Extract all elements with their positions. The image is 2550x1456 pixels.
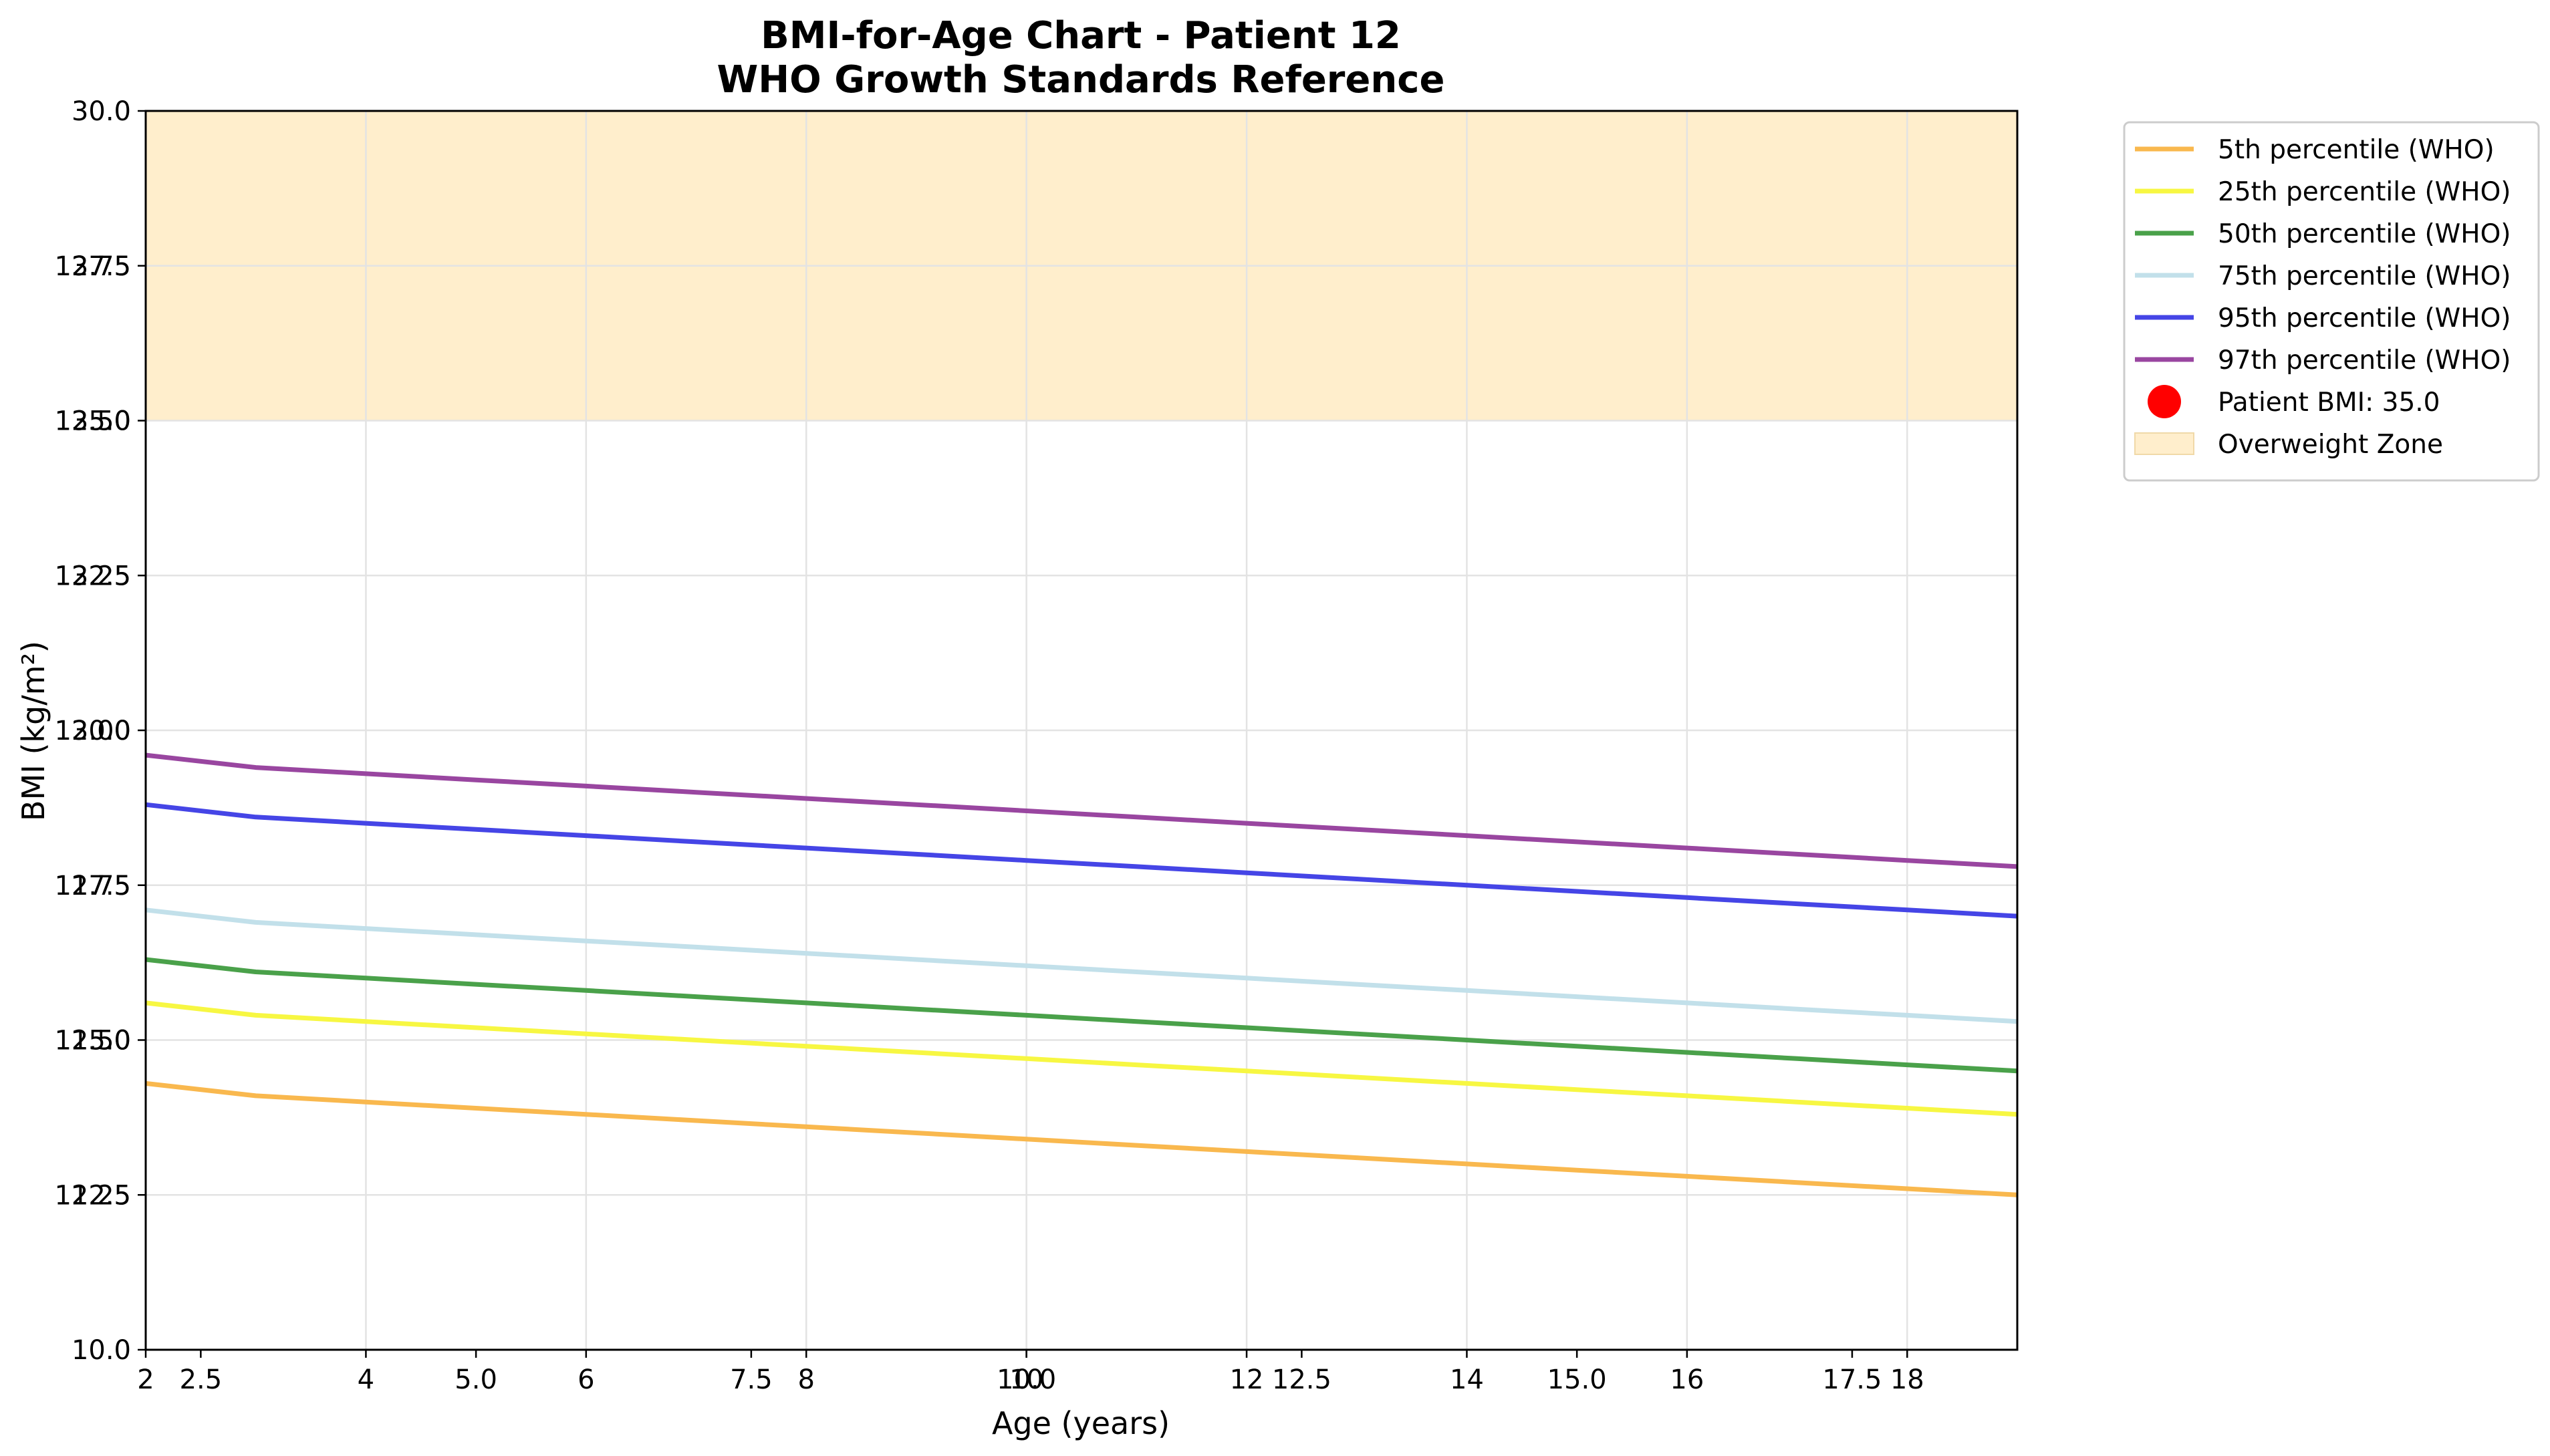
legend-label: 5th percentile (WHO) (2218, 135, 2495, 165)
y-tick-label: 10.0 (72, 1335, 131, 1366)
x-tick-label: 18 (1890, 1364, 1924, 1395)
x-tick-label: 16 (1670, 1364, 1704, 1395)
y-tick-label-overlay: 12.75 (54, 871, 131, 901)
legend-label: 25th percentile (WHO) (2218, 177, 2511, 207)
x-tick-label: 17.5 (1822, 1364, 1882, 1395)
y-tick-label: 27.5 (72, 251, 131, 282)
y-tick-label: 17.5 (72, 871, 131, 901)
x-tick-label: 14 (1450, 1364, 1484, 1395)
x-tick-label: 12 (1230, 1364, 1264, 1395)
x-tick-label: 2 (137, 1364, 154, 1395)
series-line-25th (145, 1000, 2018, 1117)
x-tick-label: 4 (358, 1364, 374, 1395)
x-tick-label: 15.0 (1547, 1364, 1607, 1395)
x-tick-label: 8 (798, 1364, 815, 1395)
x-tick-label: 12.5 (1272, 1364, 1331, 1395)
y-tick-label-overlay: 13.75 (54, 251, 131, 282)
x-tick-label: 10.0 (997, 1364, 1056, 1395)
x-tick-label: 10 (1009, 1364, 1043, 1395)
legend-patch-swatch (2134, 432, 2194, 455)
plot-area: 2 4 6 8 10 12 14 16 182.5 5.0 7.5 10.0 12.5 15.0 17.51… (54, 96, 2019, 1395)
x-tick-label: 7.5 (730, 1364, 773, 1395)
y-tick-label-overlay: 13.50 (54, 406, 131, 437)
legend-label: 75th percentile (WHO) (2218, 261, 2511, 291)
legend: 5th percentile (WHO) 25th percentile (WHO… (2123, 121, 2540, 482)
legend-label: 97th percentile (WHO) (2218, 345, 2511, 376)
legend-label: Patient BMI: 35.0 (2218, 388, 2440, 418)
x-tick-label: 6 (578, 1364, 594, 1395)
y-tick-label: 20.0 (72, 716, 131, 746)
y-tick-label-overlay: 13.00 (54, 716, 131, 746)
y-tick-label-overlay: 12.25 (54, 1180, 131, 1211)
legend-box (2123, 121, 2540, 482)
chart-title-line-2: WHO Growth Standards Reference (717, 58, 1445, 102)
y-tick-label: 30.0 (72, 96, 131, 127)
y-tick-label-overlay: 12.50 (54, 1026, 131, 1056)
legend-label: 95th percentile (WHO) (2218, 303, 2511, 333)
legend-marker-swatch (2148, 385, 2181, 418)
legend-label: Overweight Zone (2218, 430, 2443, 460)
y-tick-label: 22.5 (72, 561, 131, 591)
series-line-97th (145, 752, 2018, 869)
series-line-5th (145, 1080, 2018, 1197)
y-tick-label: 12.5 (72, 1180, 131, 1211)
legend-label: 50th percentile (WHO) (2218, 219, 2511, 249)
x-tick-label: 2.5 (180, 1364, 223, 1395)
y-axis-label: BMI (kg/m²) (15, 641, 51, 821)
y-tick-label: 15.0 (72, 1026, 131, 1056)
series-line-50th (145, 957, 2018, 1074)
y-tick-label-overlay: 13.25 (54, 561, 131, 591)
series-line-75th (145, 907, 2018, 1024)
x-axis-label: Age (years) (992, 1405, 1170, 1441)
chart-title-line-1: BMI-for-Age Chart - Patient 12 (761, 14, 1401, 57)
x-tick-label: 5.0 (455, 1364, 497, 1395)
series-line-95th (145, 802, 2018, 919)
y-tick-label: 25.0 (72, 406, 131, 437)
